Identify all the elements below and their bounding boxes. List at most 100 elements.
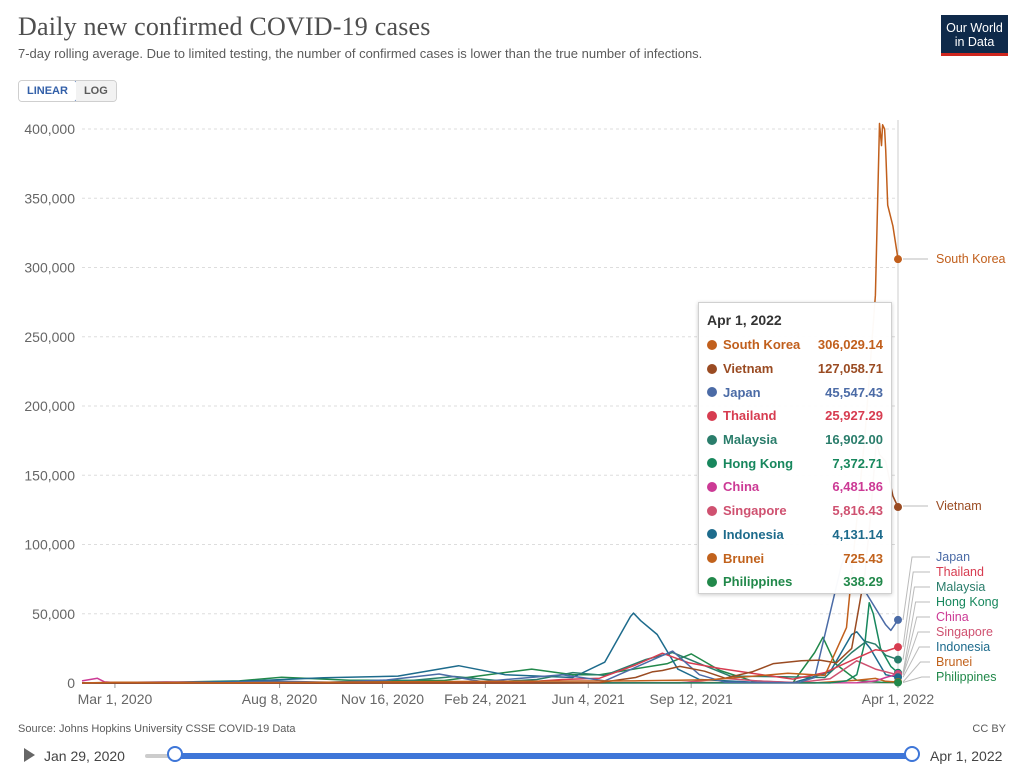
- tooltip-value: 338.29: [843, 574, 883, 590]
- y-tick-label: 0: [67, 675, 75, 691]
- chart-title: Daily new confirmed COVID-19 cases: [18, 12, 431, 41]
- label-connector: [902, 631, 930, 676]
- end-marker-malaysia[interactable]: [894, 655, 902, 664]
- end-marker-south-korea[interactable]: [894, 255, 902, 264]
- tooltip-country: South Korea: [723, 337, 801, 353]
- series-line-malaysia[interactable]: [82, 640, 899, 684]
- tooltip-row-hong-kong: Hong Kong 7,372.71: [707, 451, 883, 475]
- end-label-china: China: [936, 610, 969, 624]
- x-tick-label: Mar 1, 2020: [78, 691, 153, 707]
- linear-scale-button[interactable]: LINEAR: [18, 81, 77, 101]
- y-tick-label: 200,000: [24, 398, 75, 414]
- tooltip-row-vietnam: Vietnam 127,058.71: [707, 357, 883, 381]
- tooltip-country: Thailand: [723, 408, 777, 424]
- x-tick-label: Aug 8, 2020: [242, 691, 318, 707]
- tooltip-swatch: [707, 410, 717, 421]
- source-note[interactable]: Source: Johns Hopkins University CSSE CO…: [18, 723, 296, 735]
- x-tick-label: Apr 1, 2022: [862, 691, 935, 707]
- timeline-end-handle[interactable]: [904, 746, 920, 762]
- end-label-indonesia: Indonesia: [936, 640, 990, 654]
- series-line-indonesia[interactable]: [81, 612, 899, 684]
- tooltip-row-indonesia: Indonesia 4,131.14: [707, 523, 883, 547]
- label-connector: [902, 646, 930, 678]
- timeline-selected-range[interactable]: [175, 753, 912, 759]
- y-axis: 0 50,000 100,000 150,000 200,000 250,000 300,0…: [24, 121, 75, 691]
- label-connector: [902, 676, 930, 684]
- end-label-brunei: Brunei: [936, 655, 972, 669]
- tooltip-swatch: [707, 481, 717, 492]
- timeline-start-date: Jan 29, 2020: [44, 748, 125, 764]
- tooltip-swatch: [707, 434, 717, 445]
- tooltip-swatch: [707, 339, 717, 350]
- tooltip-row-malaysia: Malaysia 16,902.00: [707, 428, 883, 452]
- end-marker-vietnam[interactable]: [894, 503, 902, 512]
- end-label-south-korea: South Korea: [936, 252, 1006, 266]
- end-label-malaysia: Malaysia: [936, 580, 985, 594]
- series-line-hong-kong[interactable]: [81, 601, 899, 684]
- tooltip-value: 4,131.14: [832, 526, 883, 542]
- license-link[interactable]: CC BY: [972, 723, 1006, 735]
- tooltip-row-thailand: Thailand 25,927.29: [707, 404, 883, 428]
- log-scale-button[interactable]: LOG: [75, 81, 116, 101]
- end-markers: [894, 255, 902, 687]
- tooltip-country: Philippines: [723, 574, 793, 590]
- tooltip-value: 6,481.86: [832, 479, 883, 495]
- x-tick-label: Jun 4, 2021: [552, 691, 625, 707]
- play-icon[interactable]: [24, 748, 35, 762]
- label-connector: [902, 661, 930, 683]
- timeline-start-handle[interactable]: [167, 746, 183, 762]
- tooltip-row-japan: Japan 45,547.43: [707, 380, 883, 404]
- y-tick-label: 50,000: [32, 606, 75, 622]
- tooltip-value: 725.43: [843, 550, 883, 566]
- end-labels: South Korea Vietnam JapanThailandMalaysiaH…: [902, 252, 1006, 684]
- y-tick-label: 400,000: [24, 121, 75, 137]
- scale-toggle: LINEAR LOG: [18, 80, 117, 102]
- label-connector: [902, 571, 930, 648]
- end-marker-thailand[interactable]: [894, 643, 902, 652]
- tooltip-country: Japan: [723, 384, 761, 400]
- tooltip-swatch: [707, 553, 717, 564]
- end-marker-philippines[interactable]: [894, 678, 902, 687]
- x-tick-label: Sep 12, 2021: [650, 691, 734, 707]
- x-tick-label: Nov 16, 2020: [341, 691, 424, 707]
- tooltip-country: Brunei: [723, 550, 765, 566]
- y-tick-label: 350,000: [24, 190, 75, 206]
- y-tick-label: 150,000: [24, 467, 75, 483]
- tooltip-country: Malaysia: [723, 432, 778, 448]
- tooltip-value: 127,058.71: [817, 361, 883, 377]
- end-marker-japan[interactable]: [894, 615, 902, 624]
- tooltip-value: 5,816.43: [832, 503, 883, 519]
- series-line-thailand[interactable]: [81, 646, 899, 684]
- tooltip-row-philippines: Philippines 338.29: [707, 570, 883, 594]
- end-label-singapore: Singapore: [936, 625, 993, 639]
- tooltip-row-singapore: Singapore 5,816.43: [707, 499, 883, 523]
- tooltip-row-china: China 6,481.86: [707, 475, 883, 499]
- tooltip-swatch: [707, 458, 717, 469]
- tooltip-row-south-korea: South Korea 306,029.14: [707, 333, 883, 357]
- tooltip-country: Hong Kong: [723, 455, 794, 471]
- tooltip-country: Vietnam: [723, 361, 774, 377]
- tooltip-country: China: [723, 479, 760, 495]
- tooltip-value: 306,029.14: [817, 337, 883, 353]
- chart-subtitle: 7-day rolling average. Due to limited te…: [18, 46, 703, 61]
- end-label-thailand: Thailand: [936, 565, 984, 579]
- logo-line-1: Our World: [946, 21, 1003, 35]
- logo-line-2: in Data: [954, 35, 995, 49]
- tooltip-value: 45,547.43: [825, 384, 883, 400]
- label-connector: [902, 601, 930, 673]
- tooltip-value: 25,927.29: [825, 408, 883, 424]
- timeline-end-date: Apr 1, 2022: [930, 748, 1003, 764]
- y-tick-label: 250,000: [24, 329, 75, 345]
- tooltip-swatch: [707, 363, 717, 374]
- timeline: Jan 29, 2020 Apr 1, 2022: [0, 740, 1024, 774]
- tooltip-swatch: [707, 505, 717, 516]
- end-label-hong-kong: Hong Kong: [936, 595, 999, 609]
- end-label-vietnam: Vietnam: [936, 499, 982, 513]
- owid-logo[interactable]: Our World in Data: [941, 15, 1008, 56]
- x-tick-label: Feb 24, 2021: [444, 691, 527, 707]
- tooltip-date: Apr 1, 2022: [707, 312, 782, 328]
- end-label-philippines: Philippines: [936, 670, 996, 684]
- end-label-japan: Japan: [936, 550, 970, 564]
- tooltip-rows: South Korea 306,029.14 Vietnam 127,058.71 Ja…: [707, 333, 883, 594]
- y-tick-label: 300,000: [24, 260, 75, 276]
